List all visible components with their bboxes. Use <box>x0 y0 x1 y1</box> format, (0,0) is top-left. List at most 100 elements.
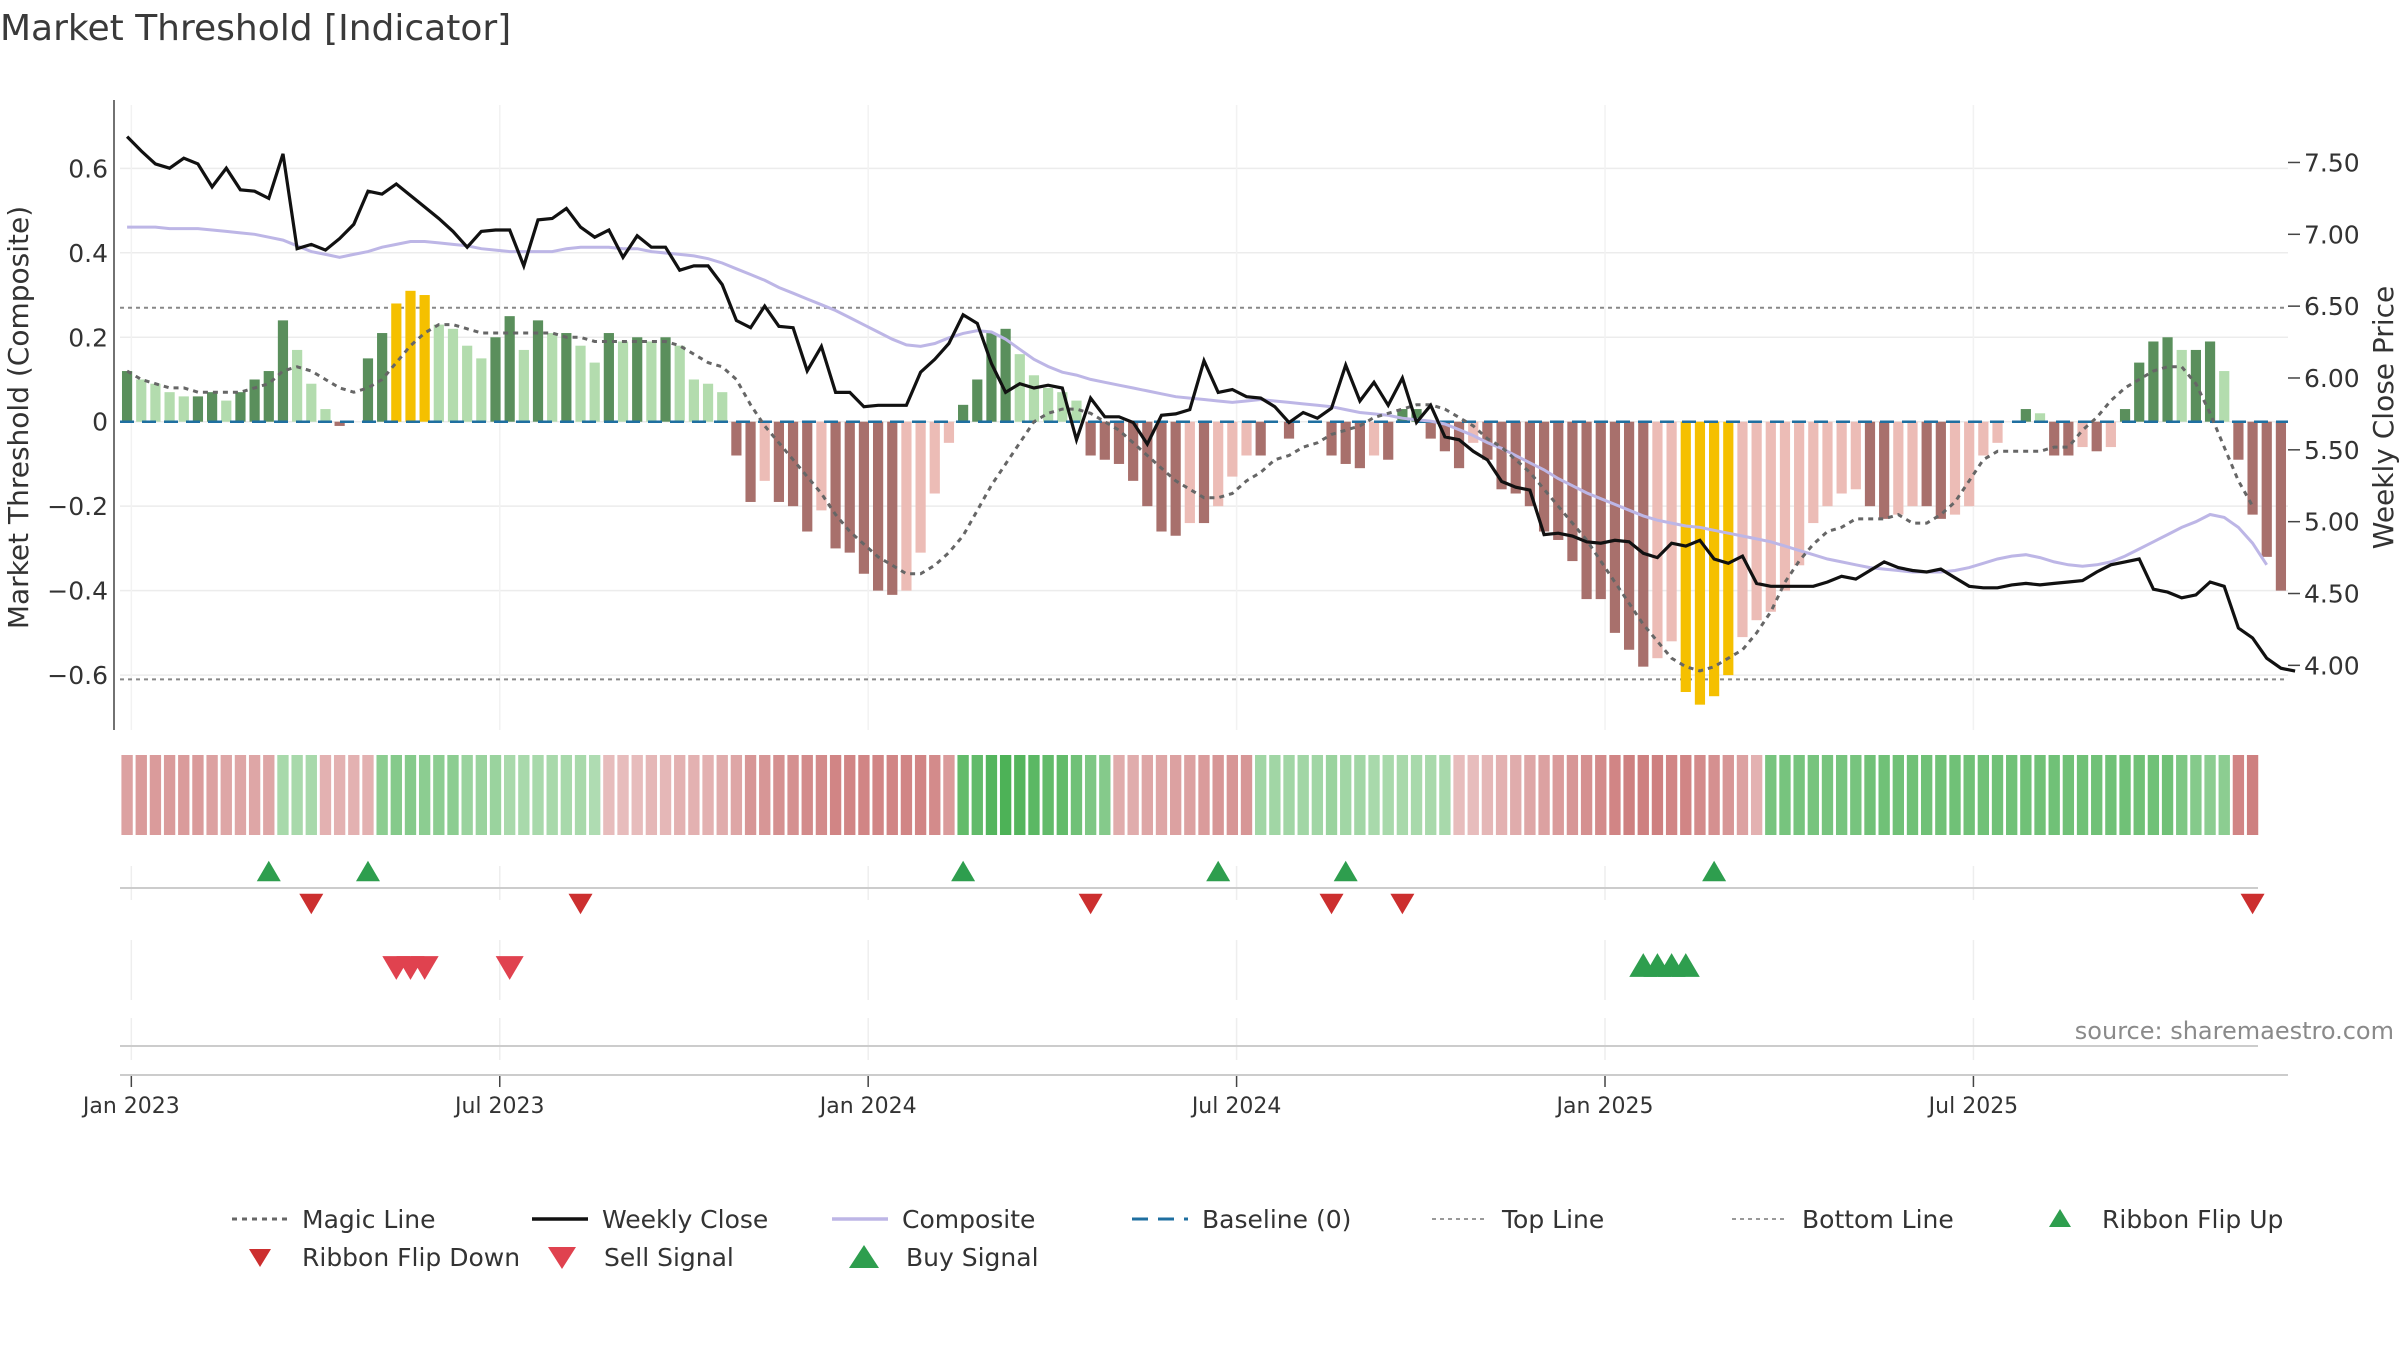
ribbon-cell <box>121 755 133 835</box>
buy-signal-marker <box>1671 953 1700 977</box>
ribbon-cell <box>1864 755 1876 835</box>
ribbon-flip-up-marker <box>355 860 380 882</box>
ribbon-cell <box>560 755 573 835</box>
y-tick-label: −0.6 <box>47 661 108 690</box>
ribbon-cell <box>1269 755 1281 835</box>
ribbon-cell <box>929 755 941 835</box>
composite-bar <box>660 337 671 422</box>
ribbon-cell <box>1084 755 1097 835</box>
axes: 0.6 0.4 0.2 0 −0.2 −0.4 −0.6 7.50 7.00 6.50 6.00 5.… <box>2 100 2400 1119</box>
ribbon-cell <box>886 755 898 835</box>
composite-bar <box>2176 349 2187 422</box>
composite-bar <box>674 345 685 422</box>
legend-label: Ribbon Flip Down <box>302 1242 521 1272</box>
legend-label: Sell Signal <box>604 1242 734 1272</box>
ribbon-cell <box>645 755 658 835</box>
legend-label: Bottom Line <box>1802 1204 1954 1234</box>
composite-bar <box>1184 421 1195 524</box>
legend-item: Composite <box>830 1205 1130 1234</box>
ribbon-cell <box>688 755 700 835</box>
ribbon-cell <box>234 755 247 835</box>
chart-legend: Magic Line Weekly Close Composite Baseline … <box>230 1200 2330 1276</box>
composite-bar <box>1043 387 1054 422</box>
composite-bar <box>2049 421 2060 456</box>
composite-bar <box>334 421 345 426</box>
ribbon-cell <box>163 755 176 835</box>
composite-bar <box>844 421 855 553</box>
composite-bar <box>1128 421 1139 481</box>
ribbon-cell <box>2034 755 2046 835</box>
composite-bar <box>830 421 841 549</box>
ribbon-cell <box>971 755 983 835</box>
composite-bar <box>1779 421 1791 591</box>
ribbon-cell <box>603 755 615 835</box>
legend-label: Weekly Close <box>602 1204 769 1234</box>
ribbon-cell <box>1566 755 1579 835</box>
composite-bar <box>1538 421 1550 532</box>
ribbon-cell <box>333 755 346 835</box>
ribbon-cell <box>1807 755 1819 835</box>
composite-bar <box>419 295 430 422</box>
ribbon-cell <box>574 755 587 835</box>
ribbon-cell <box>702 755 714 835</box>
legend-symbol-icon <box>1430 1207 1490 1231</box>
ribbon-cell <box>659 755 672 835</box>
ribbon-cell <box>1694 755 1706 835</box>
composite-bar <box>1340 421 1351 464</box>
y2-tick-label: 5.50 <box>2304 436 2360 465</box>
composite-bar <box>1255 421 1266 456</box>
composite-bar <box>759 421 770 481</box>
composite-bar <box>1581 421 1592 600</box>
composite-bar <box>1113 421 1125 464</box>
composite-bar <box>1949 421 1961 515</box>
ribbon-flip-down-marker <box>1319 893 1344 915</box>
composite-bar <box>2162 337 2173 422</box>
composite-bar <box>1765 421 1776 612</box>
ribbon-cell <box>1113 755 1125 835</box>
magic-line <box>126 323 2254 673</box>
ribbon-cell <box>433 755 445 835</box>
ribbon-cell <box>504 755 516 835</box>
legend-symbol-icon <box>834 1245 894 1269</box>
ribbon-cell <box>1495 755 1508 835</box>
legend-item: Sell Signal <box>532 1243 834 1272</box>
composite-bar <box>603 333 614 422</box>
ribbon-cell <box>1340 755 1352 835</box>
composite-bar <box>1864 421 1876 507</box>
composite-bar <box>447 328 459 422</box>
ribbon-cell <box>759 755 771 835</box>
x-tick-label: Jul 2025 <box>1927 1094 2019 1119</box>
ribbon-cell <box>206 755 218 835</box>
ribbon-cell <box>461 755 473 835</box>
ribbon-cell <box>135 755 147 835</box>
composite-bar <box>1723 421 1734 676</box>
composite-bar <box>1992 421 2003 443</box>
composite-bar <box>688 379 699 422</box>
composite-bar <box>1014 354 1025 422</box>
ribbon-cell <box>744 755 757 835</box>
ribbon-cell <box>1297 755 1309 835</box>
ribbon-cell <box>248 755 261 835</box>
ribbon-cell <box>2147 755 2160 835</box>
ribbon-cell <box>1878 755 1890 835</box>
composite-bar <box>2020 409 2031 422</box>
composite-bar <box>362 358 374 422</box>
legend-item: Baseline (0) <box>1130 1205 1430 1234</box>
composite-bar <box>802 421 813 532</box>
composite-bar <box>575 345 586 422</box>
ribbon-cell <box>1835 755 1848 835</box>
legend-symbol-icon <box>530 1207 590 1231</box>
ribbon-cell <box>348 755 360 835</box>
ribbon-cell <box>1198 755 1210 835</box>
ribbon-cell <box>2232 755 2245 835</box>
y-tick-label: 0.4 <box>68 239 108 268</box>
ribbon-cell <box>2204 755 2216 835</box>
composite-bar <box>1198 421 1210 524</box>
composite-bar <box>2105 421 2116 448</box>
composite-bar <box>178 396 189 422</box>
ribbon-cell <box>1892 755 1904 835</box>
composite-bar <box>915 421 926 553</box>
composite-bar <box>561 333 572 422</box>
ribbon-cell <box>985 755 998 835</box>
composite-bar <box>1893 421 1904 515</box>
